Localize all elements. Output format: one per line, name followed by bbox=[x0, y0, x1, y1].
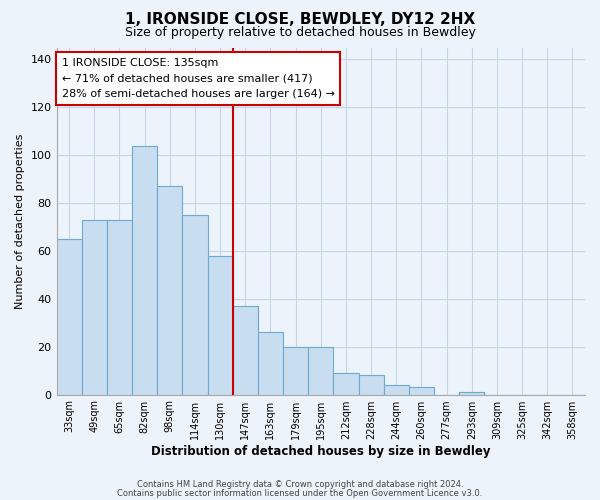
Bar bbox=[208, 256, 233, 394]
Bar bbox=[132, 146, 157, 394]
Bar bbox=[334, 373, 359, 394]
Bar bbox=[107, 220, 132, 394]
Bar bbox=[157, 186, 182, 394]
Bar bbox=[409, 388, 434, 394]
Y-axis label: Number of detached properties: Number of detached properties bbox=[15, 134, 25, 308]
Bar bbox=[459, 392, 484, 394]
Bar bbox=[359, 376, 383, 394]
Bar bbox=[383, 385, 409, 394]
X-axis label: Distribution of detached houses by size in Bewdley: Distribution of detached houses by size … bbox=[151, 444, 491, 458]
Bar bbox=[308, 346, 334, 395]
Bar bbox=[182, 215, 208, 394]
Text: 1 IRONSIDE CLOSE: 135sqm
← 71% of detached houses are smaller (417)
28% of semi-: 1 IRONSIDE CLOSE: 135sqm ← 71% of detach… bbox=[62, 58, 335, 99]
Bar bbox=[283, 346, 308, 395]
Bar bbox=[56, 239, 82, 394]
Text: 1, IRONSIDE CLOSE, BEWDLEY, DY12 2HX: 1, IRONSIDE CLOSE, BEWDLEY, DY12 2HX bbox=[125, 12, 475, 28]
Text: Contains HM Land Registry data © Crown copyright and database right 2024.: Contains HM Land Registry data © Crown c… bbox=[137, 480, 463, 489]
Bar bbox=[82, 220, 107, 394]
Text: Size of property relative to detached houses in Bewdley: Size of property relative to detached ho… bbox=[125, 26, 475, 39]
Text: Contains public sector information licensed under the Open Government Licence v3: Contains public sector information licen… bbox=[118, 488, 482, 498]
Bar bbox=[258, 332, 283, 394]
Bar bbox=[233, 306, 258, 394]
